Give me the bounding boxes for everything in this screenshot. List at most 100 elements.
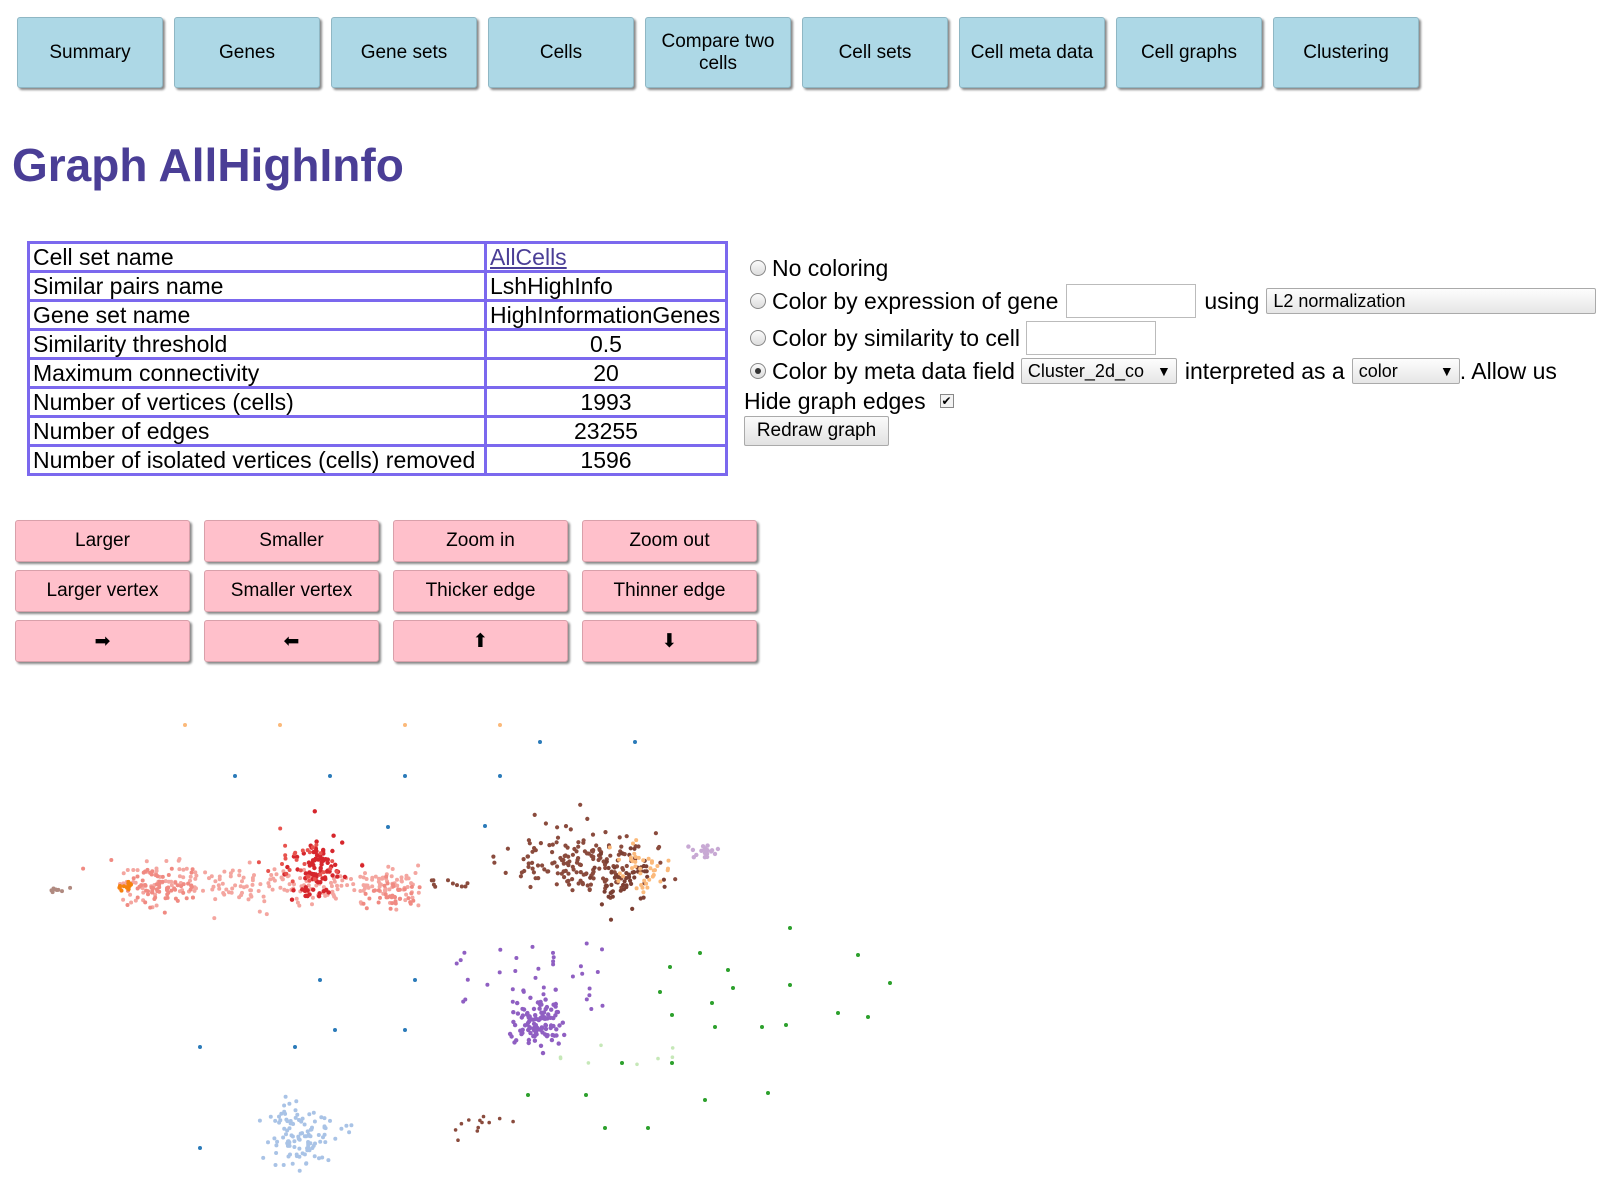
graph-vertex (222, 892, 227, 897)
graph-vertex (576, 840, 581, 845)
graph-vertex (283, 1111, 288, 1116)
smaller-vertex-button[interactable]: Smaller vertex (204, 570, 379, 612)
no-coloring-radio[interactable] (750, 260, 766, 276)
graph-vertex (705, 843, 710, 848)
graph-vertex (536, 966, 541, 971)
nav-cell-sets-button[interactable]: Cell sets (802, 17, 948, 88)
meta-field-select[interactable]: Cluster_2d_co ▼ (1020, 358, 1177, 384)
graph-vertex (300, 848, 305, 853)
graph-vertex (284, 1117, 289, 1122)
thinner-edge-button[interactable]: Thinner edge (582, 570, 757, 612)
graph-vertex (324, 869, 330, 874)
graph-vertex (393, 901, 398, 906)
nav-summary-button[interactable]: Summary (17, 17, 163, 88)
graph-vertex (520, 1030, 525, 1036)
graph-vertex (150, 869, 155, 874)
zoom-in-button[interactable]: Zoom in (393, 520, 568, 562)
graph-vertex (153, 892, 158, 897)
move-left-button[interactable]: ⬅ (204, 620, 379, 662)
info-label: Similarity threshold (27, 328, 487, 360)
graph-vertex (312, 849, 317, 855)
graph-vertex (385, 881, 390, 886)
graph-vertex (606, 894, 611, 899)
normalization-select[interactable]: L2 normalization (1266, 288, 1597, 314)
graph-vertex (270, 887, 275, 892)
graph-vertex (181, 867, 186, 872)
graph-vertex (633, 855, 638, 859)
graph-vertex (715, 846, 721, 852)
graph-vertex (599, 1043, 603, 1048)
graph-vertex (634, 886, 639, 891)
cell-name-input[interactable] (1025, 321, 1156, 355)
redraw-graph-button[interactable]: Redraw graph (744, 416, 889, 446)
graph-vertex (553, 1001, 558, 1007)
graph-vertex (361, 901, 366, 906)
info-label: Similar pairs name (27, 270, 487, 302)
nav-gene-sets-button[interactable]: Gene sets (331, 17, 477, 88)
graph-vertex (514, 1038, 519, 1043)
nav-genes-button[interactable]: Genes (174, 17, 320, 88)
graph-vertex (691, 855, 696, 860)
graph-vertex (656, 1056, 660, 1061)
graph-vertex (526, 861, 531, 866)
color-by-gene-radio[interactable] (750, 293, 766, 309)
graph-vertex (641, 890, 646, 895)
graph-vertex (397, 887, 402, 892)
nav-cell-meta-data-button[interactable]: Cell meta data (959, 17, 1105, 88)
graph-vertex (578, 870, 583, 875)
zoom-out-button[interactable]: Zoom out (582, 520, 757, 562)
graph-vertex (121, 897, 126, 902)
nav-compare-two-cells-button[interactable]: Compare two cells (645, 17, 791, 88)
graph-vertex (319, 1115, 324, 1120)
move-up-button[interactable]: ⬆ (393, 620, 568, 662)
graph-vertex (548, 1015, 553, 1020)
graph-vertex (144, 859, 149, 864)
move-down-button[interactable]: ⬇ (582, 620, 757, 662)
gene-name-input[interactable] (1066, 284, 1197, 318)
graph-vertex (616, 875, 621, 880)
nav-cells-button[interactable]: Cells (488, 17, 634, 88)
interpretation-select[interactable]: color ▼ (1351, 358, 1460, 384)
graph-vertex (305, 1148, 310, 1153)
graph-vertex (622, 879, 627, 884)
graph-vertex (483, 824, 487, 828)
graph-vertex (602, 889, 607, 894)
larger-button[interactable]: Larger (15, 520, 190, 562)
graph-vertex (526, 864, 531, 869)
graph-vertex (399, 875, 404, 880)
thicker-edge-button[interactable]: Thicker edge (393, 570, 568, 612)
graph-vertex (645, 874, 650, 879)
graph-vertex (528, 884, 533, 890)
graph-vertex (125, 885, 129, 890)
nav-clustering-button[interactable]: Clustering (1273, 17, 1419, 88)
graph-vertex (541, 985, 546, 990)
graph-vertex (371, 888, 376, 893)
graph-vertex (290, 879, 295, 884)
graph-vertex (587, 993, 592, 998)
smaller-button[interactable]: Smaller (204, 520, 379, 562)
graph-vertex (154, 887, 159, 892)
graph-vertex (456, 1138, 460, 1142)
hide-edges-checkbox[interactable]: ✔ (939, 394, 954, 408)
move-right-button[interactable]: ➡ (15, 620, 190, 662)
color-by-meta-radio[interactable] (750, 363, 766, 379)
nav-cell-graphs-button[interactable]: Cell graphs (1116, 17, 1262, 88)
graph-vertex (154, 873, 159, 878)
graph-vertex (188, 874, 193, 879)
graph-vertex (299, 1119, 304, 1124)
graph-vertex (534, 1028, 539, 1034)
cell-graph-canvas[interactable] (0, 690, 900, 1175)
graph-vertex (788, 983, 792, 987)
graph-vertex (261, 1155, 266, 1160)
info-value-cell: AllCells (484, 241, 728, 273)
larger-vertex-button[interactable]: Larger vertex (15, 570, 190, 612)
graph-vertex (485, 982, 490, 987)
graph-vertex (294, 1154, 299, 1159)
graph-vertex (546, 869, 551, 874)
color-by-similarity-radio[interactable] (750, 330, 766, 346)
graph-vertex (554, 1033, 559, 1038)
cell-set-link[interactable]: AllCells (490, 244, 567, 270)
graph-vertex (131, 876, 136, 881)
graph-vertex (160, 879, 165, 884)
graph-vertex (284, 871, 289, 876)
